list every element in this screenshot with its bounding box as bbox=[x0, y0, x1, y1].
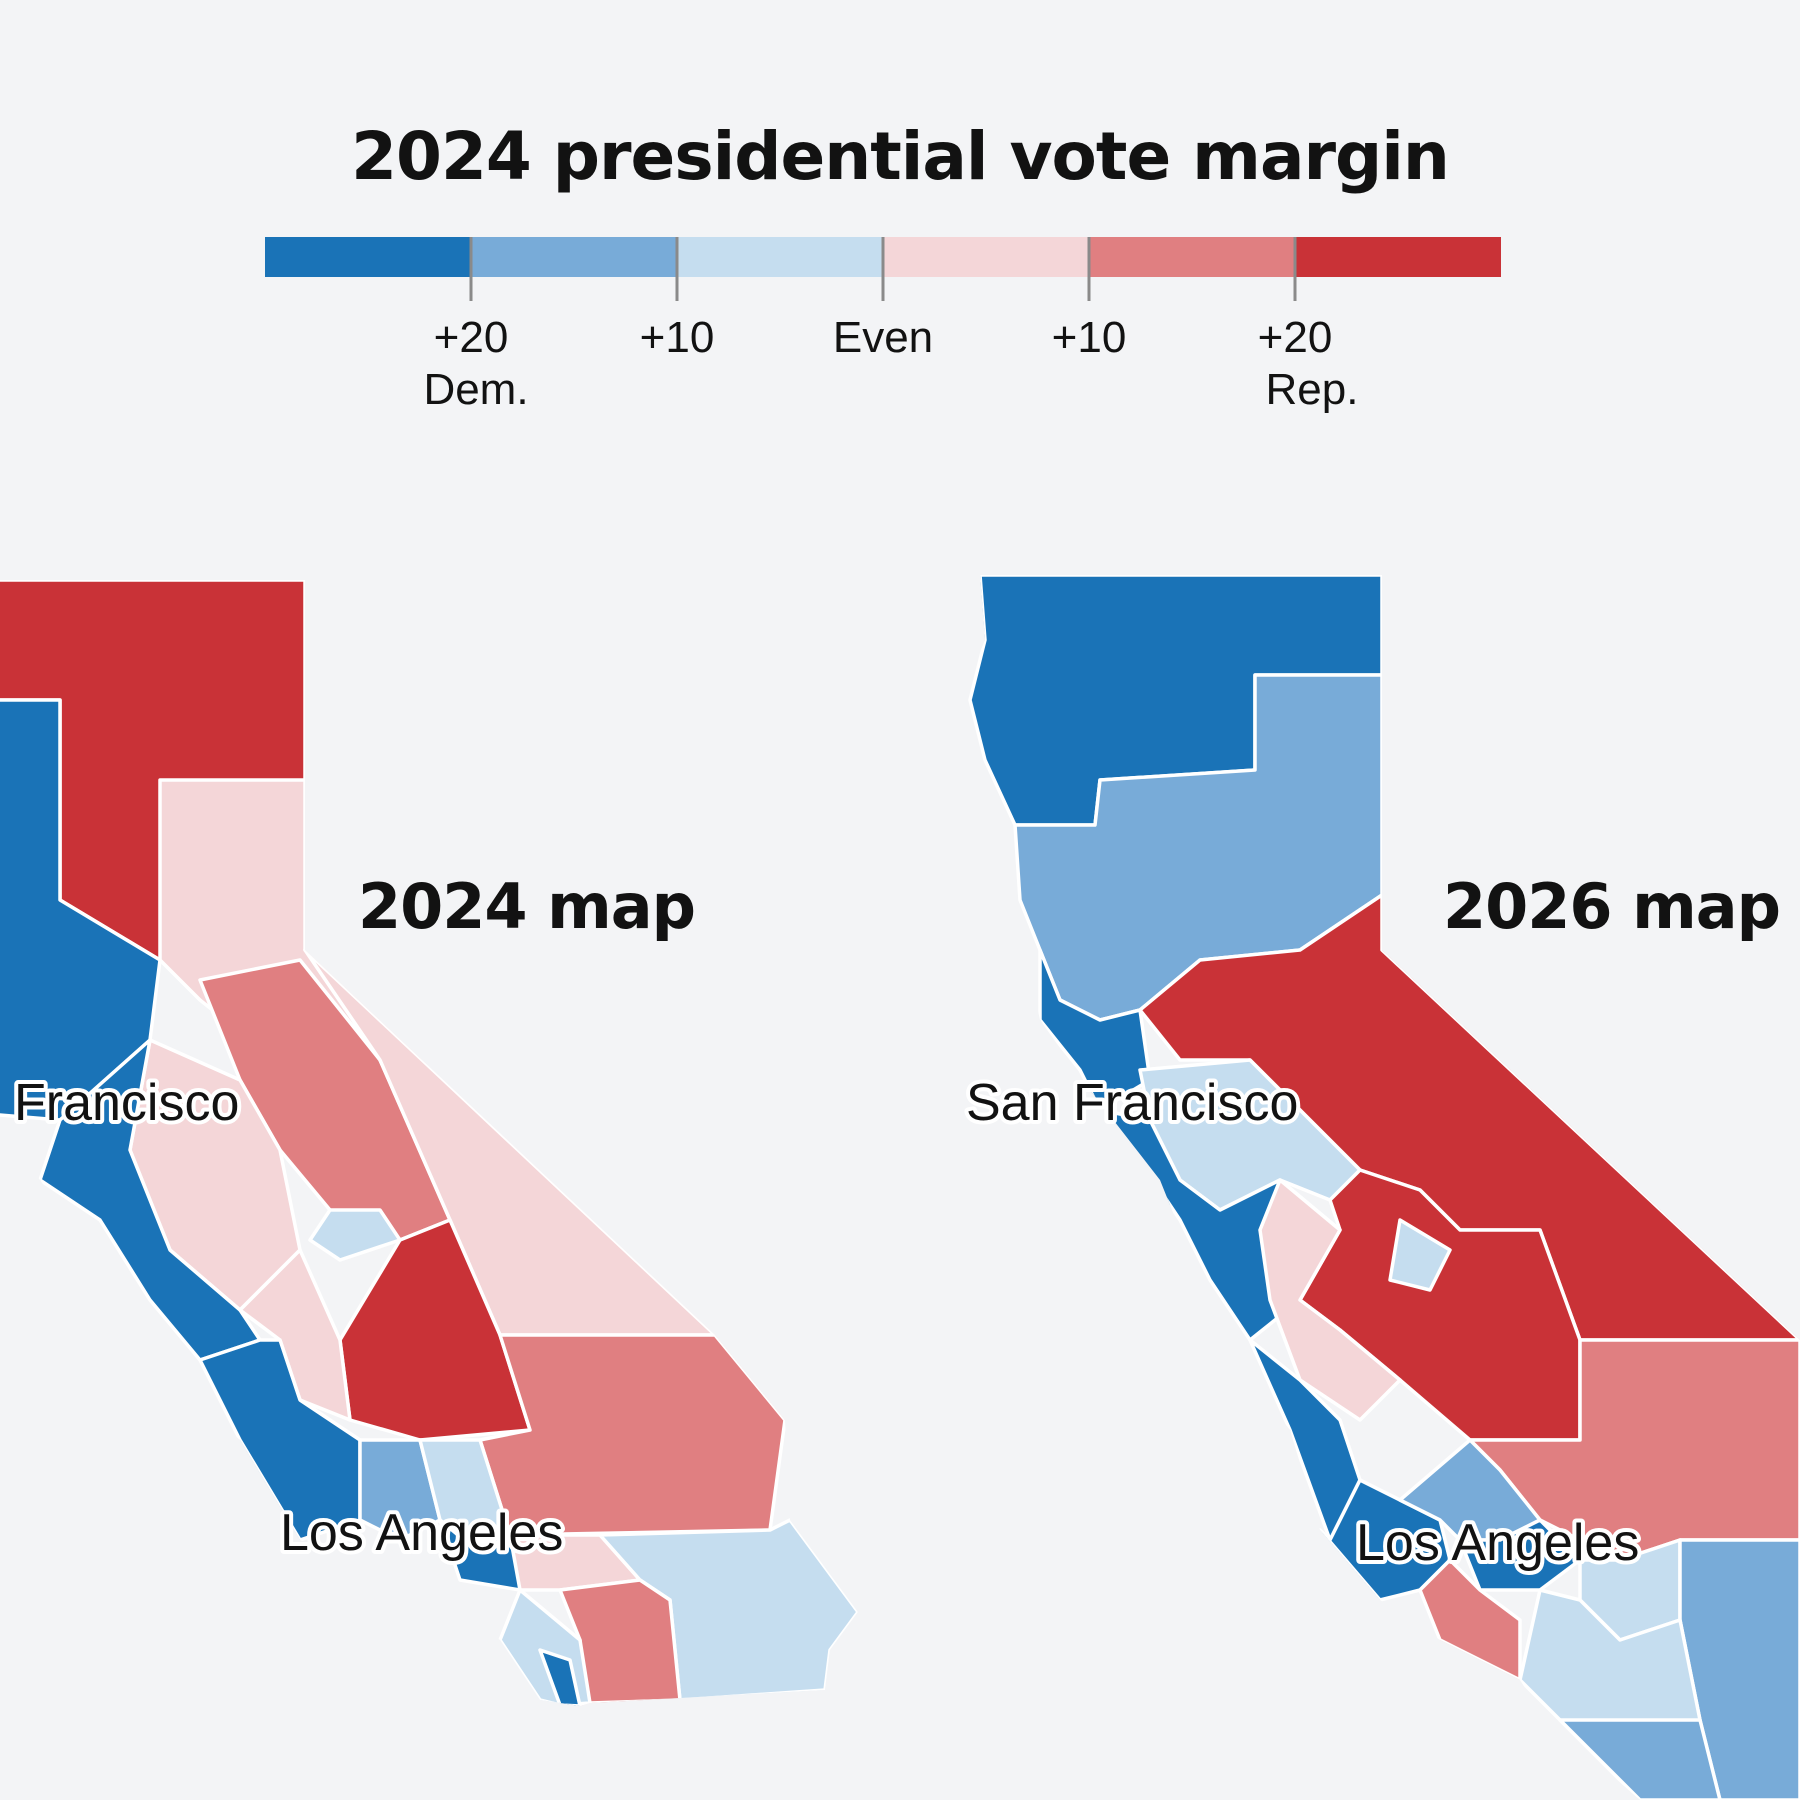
district-tulare bbox=[1258, 1178, 1402, 1422]
district-san-diego-coast bbox=[538, 1648, 582, 1706]
city-label-san-francisco-2026: San Francisco bbox=[966, 1074, 1298, 1132]
city-label-los-angeles-2026: Los Angeles bbox=[1356, 1514, 1639, 1572]
map-title-2026: 2026 map bbox=[1443, 870, 1780, 943]
legend-bin-dem-mid bbox=[471, 237, 677, 277]
legend-label-3: +10 bbox=[1009, 312, 1169, 364]
district-orange bbox=[1418, 1558, 1522, 1682]
district-san-bernardino bbox=[1468, 1338, 1800, 1562]
legend-bin-rep-mid bbox=[1089, 237, 1295, 277]
map-2024 bbox=[0, 580, 858, 1706]
legend-label-1: +10 bbox=[597, 312, 757, 364]
district-fresno bbox=[1388, 1218, 1452, 1292]
city-label-los-angeles-2024: Los Angeles bbox=[280, 1504, 563, 1562]
vote-margin-legend bbox=[265, 237, 1501, 301]
legend-bin-dem-lean bbox=[677, 237, 883, 277]
map-2026 bbox=[968, 575, 1800, 1800]
legend-ticks bbox=[469, 237, 1297, 301]
chart-title: 2024 presidential vote margin bbox=[351, 118, 1450, 195]
legend-label-value: +10 bbox=[639, 313, 715, 362]
legend-label-party: Dem. bbox=[423, 365, 529, 414]
map-title-2024: 2024 map bbox=[358, 870, 695, 943]
legend-label-value: +10 bbox=[1051, 313, 1127, 362]
city-label-san-francisco-2024: Francisco bbox=[14, 1074, 239, 1132]
legend-color-bins bbox=[265, 237, 1501, 277]
district-fresno bbox=[308, 1208, 402, 1262]
district-san-diego-south bbox=[1558, 1718, 1722, 1800]
legend-bin-rep-lean bbox=[883, 237, 1089, 277]
legend-label-value: +20 bbox=[1257, 313, 1333, 362]
legend-label-0: +20 Dem. bbox=[391, 312, 551, 416]
district-ventura bbox=[358, 1438, 442, 1542]
legend-label-value: Even bbox=[832, 313, 934, 362]
legend-label-party: Rep. bbox=[1265, 365, 1359, 414]
legend-label-value: +20 bbox=[433, 313, 509, 362]
legend-bin-dem-strong bbox=[265, 237, 471, 277]
legend-bin-rep-strong bbox=[1295, 237, 1501, 277]
legend-label-4: +20 Rep. bbox=[1215, 312, 1375, 416]
legend-label-2: Even bbox=[803, 312, 963, 364]
district-north-coast bbox=[0, 698, 162, 1122]
